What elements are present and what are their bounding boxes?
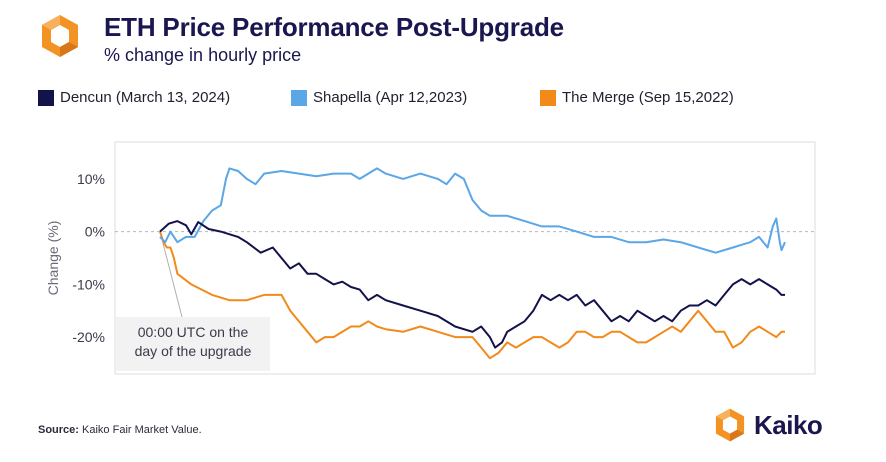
source-note: Source: Kaiko Fair Market Value. — [38, 424, 202, 436]
plot-frame — [114, 141, 816, 375]
legend-item-merge: The Merge (Sep 15,2022) — [540, 89, 734, 106]
dencun-line — [159, 220, 785, 349]
kaiko-footer-logo-icon — [715, 408, 745, 442]
y-tick-label: 10% — [77, 171, 105, 187]
y-axis-label: Change (%) — [45, 221, 61, 296]
merge-line — [159, 231, 785, 360]
legend-label-shapella: Shapella (Apr 12,2023) — [313, 89, 468, 106]
y-tick-label: -10% — [72, 276, 105, 292]
legend-swatch-merge — [540, 89, 556, 106]
legend-label-merge: The Merge (Sep 15,2022) — [562, 89, 734, 106]
legend-item-dencun: Dencun (March 13, 2024) — [38, 89, 230, 106]
line-chart: 10% 0% -10% -20% Change (%) 00:00 UTC on the d… — [45, 141, 816, 375]
y-tick-label: -20% — [72, 329, 105, 345]
legend-swatch-shapella — [291, 89, 307, 106]
annotation-box — [116, 317, 270, 371]
legend-swatch-dencun — [38, 89, 54, 106]
source-label: Source: — [38, 424, 79, 436]
kaiko-logo-icon — [42, 15, 78, 57]
legend-label-dencun: Dencun (March 13, 2024) — [60, 89, 231, 106]
chart-title: ETH Price Performance Post-Upgrade — [104, 12, 564, 42]
chart-legend: Dencun (March 13, 2024) Shapella (Apr 12… — [0, 89, 886, 111]
brand-name: Kaiko — [754, 409, 823, 440]
source-text: Kaiko Fair Market Value. — [82, 424, 202, 436]
annotation-text: day of the upgrade — [135, 343, 252, 359]
legend-item-shapella: Shapella (Apr 12,2023) — [291, 89, 467, 106]
chart-subtitle: % change in hourly price — [104, 45, 302, 65]
y-tick-label: 0% — [85, 224, 105, 240]
annotation-text: 00:00 UTC on the — [138, 324, 249, 340]
shapella-line — [159, 167, 786, 254]
annotation-leader — [159, 231, 183, 318]
brand-footer: Kaiko — [712, 407, 823, 443]
